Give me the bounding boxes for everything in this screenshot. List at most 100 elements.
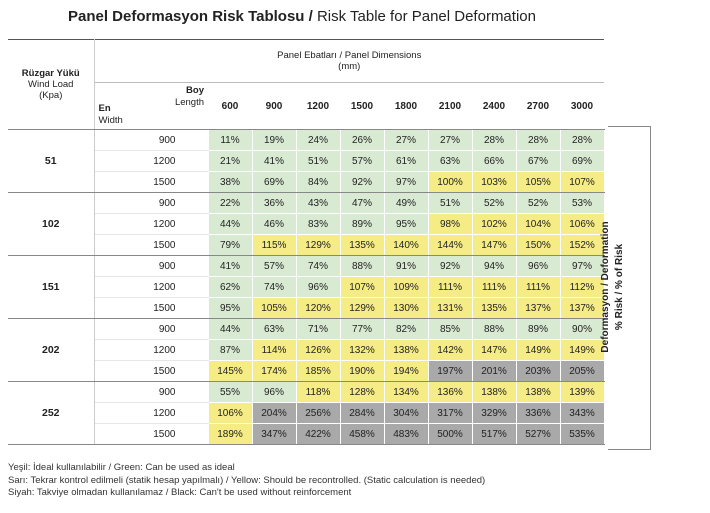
- width-value: 1200: [94, 150, 208, 172]
- risk-cell: 96%: [251, 381, 297, 403]
- risk-cell: 105%: [251, 297, 297, 319]
- risk-cell: 111%: [515, 276, 561, 298]
- risk-cell: 201%: [471, 360, 517, 382]
- risk-cell: 126%: [295, 339, 341, 361]
- risk-cell: 24%: [295, 129, 341, 151]
- risk-cell: 63%: [427, 150, 473, 172]
- risk-cell: 49%: [383, 192, 429, 214]
- table-row: 1500 145% 174% 185% 190% 194% 197% 201% 203% 205%: [8, 360, 605, 382]
- risk-cell: 138%: [471, 381, 517, 403]
- wind-load-value: 51: [8, 129, 95, 193]
- risk-cell: 55%: [207, 381, 253, 403]
- risk-cell: 96%: [295, 276, 341, 298]
- risk-cell: 41%: [207, 255, 253, 277]
- table-row: 1500 79% 115% 129% 135% 140% 144% 147% 150% 152%: [8, 234, 605, 256]
- table-row: 1200 44% 46% 83% 89% 95% 98% 102% 104% 106%: [8, 213, 605, 235]
- risk-cell: 115%: [251, 234, 297, 256]
- risk-cell: 26%: [339, 129, 385, 151]
- risk-cell: 458%: [339, 423, 385, 445]
- risk-cell: 147%: [471, 234, 517, 256]
- risk-cell: 66%: [471, 150, 517, 172]
- risk-cell: 483%: [383, 423, 429, 445]
- risk-cell: 47%: [339, 192, 385, 214]
- risk-cell: 149%: [515, 339, 561, 361]
- risk-cell: 194%: [383, 360, 429, 382]
- table-row: 1200 87% 114% 126% 132% 138% 142% 147% 149% 149%: [8, 339, 605, 361]
- wind-load-header: Rüzgar Yükü Wind Load (Kpa): [8, 39, 95, 130]
- risk-cell: 44%: [207, 318, 253, 340]
- risk-cell: 57%: [339, 150, 385, 172]
- risk-cell: 106%: [559, 213, 605, 235]
- risk-cell: 336%: [515, 402, 561, 424]
- width-value: 1200: [94, 213, 208, 235]
- risk-cell: 131%: [427, 297, 473, 319]
- risk-cell: 67%: [515, 150, 561, 172]
- risk-cell: 205%: [559, 360, 605, 382]
- risk-cell: 79%: [207, 234, 253, 256]
- risk-cell: 106%: [207, 402, 253, 424]
- wind-load-value: 252: [8, 381, 95, 445]
- risk-cell: 142%: [427, 339, 473, 361]
- length-label: Boy Length: [174, 85, 204, 108]
- risk-cell: 102%: [471, 213, 517, 235]
- table-row: 51 900 11% 19% 24% 26% 27% 27% 28% 28% 28%: [8, 129, 605, 193]
- risk-cell: 90%: [559, 318, 605, 340]
- table-row: 252 900 55% 96% 118% 128% 134% 136% 138% 138% 139%: [8, 381, 605, 445]
- risk-cell: 43%: [295, 192, 341, 214]
- risk-cell: 107%: [559, 171, 605, 193]
- legend: Yeşil: İdeal kullanılabilir / Green: Can…: [8, 462, 485, 500]
- risk-cell: 69%: [251, 171, 297, 193]
- legend-black: Siyah: Takviye olmadan kullanılamaz / Bl…: [8, 487, 352, 498]
- risk-cell: 61%: [383, 150, 429, 172]
- risk-cell: 422%: [295, 423, 341, 445]
- risk-cell: 52%: [515, 192, 561, 214]
- table-row: 1200 106% 204% 256% 284% 304% 317% 329% 336% 343%: [8, 402, 605, 424]
- risk-cell: 77%: [339, 318, 385, 340]
- risk-cell: 83%: [295, 213, 341, 235]
- risk-cell: 517%: [471, 423, 517, 445]
- risk-cell: 114%: [251, 339, 297, 361]
- width-value: 1500: [94, 297, 208, 319]
- risk-cell: 95%: [383, 213, 429, 235]
- risk-cell: 96%: [515, 255, 561, 277]
- risk-cell: 152%: [559, 234, 605, 256]
- side-label-line1: Deformasyon / Deformation: [600, 221, 611, 353]
- risk-cell: 88%: [471, 318, 517, 340]
- risk-cell: 91%: [383, 255, 429, 277]
- wind-load-value: 151: [8, 255, 95, 319]
- width-label: En Width: [98, 103, 123, 126]
- width-value: 1500: [94, 234, 208, 256]
- risk-cell: 27%: [383, 129, 429, 151]
- wind-load-value: 102: [8, 192, 95, 256]
- risk-cell: 129%: [295, 234, 341, 256]
- length-header-1500: 1500: [340, 82, 384, 130]
- wind-load-en: Wind Load: [28, 79, 74, 90]
- table-row: 1200 62% 74% 96% 107% 109% 111% 111% 111% 112%: [8, 276, 605, 298]
- risk-cell: 28%: [559, 129, 605, 151]
- risk-cell: 21%: [207, 150, 253, 172]
- risk-cell: 51%: [427, 192, 473, 214]
- width-value: 1200: [94, 402, 208, 424]
- risk-cell: 147%: [471, 339, 517, 361]
- legend-yellow: Sarı: Tekrar kontrol edilmeli (statik he…: [8, 474, 486, 486]
- risk-cell: 527%: [515, 423, 561, 445]
- risk-cell: 36%: [251, 192, 297, 214]
- risk-cell: 62%: [207, 276, 253, 298]
- risk-cell: 136%: [427, 381, 473, 403]
- risk-cell: 98%: [427, 213, 473, 235]
- risk-cell: 85%: [427, 318, 473, 340]
- risk-cell: 88%: [339, 255, 385, 277]
- risk-cell: 19%: [251, 129, 297, 151]
- panel-dims-unit: (mm): [338, 61, 361, 72]
- panel-dimensions-header: Panel Ebatları / Panel Dimensions (mm): [94, 39, 604, 83]
- wind-load-unit: (Kpa): [39, 90, 63, 101]
- risk-cell: 71%: [295, 318, 341, 340]
- risk-cell: 204%: [251, 402, 297, 424]
- risk-table: Rüzgar Yükü Wind Load (Kpa) Panel Ebatla…: [8, 39, 605, 445]
- side-label-line2: % Risk / % of Risk: [614, 243, 625, 331]
- risk-cell: 51%: [295, 150, 341, 172]
- risk-cell: 138%: [515, 381, 561, 403]
- risk-cell: 135%: [339, 234, 385, 256]
- risk-cell: 52%: [471, 192, 517, 214]
- wind-load-tr: Rüzgar Yükü: [21, 68, 80, 79]
